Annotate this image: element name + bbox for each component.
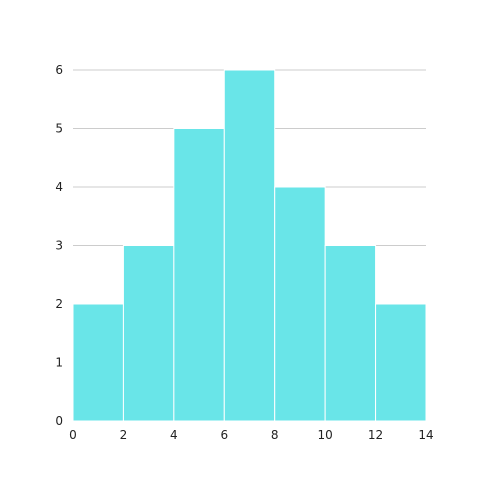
x-tick-label: 2 <box>120 428 128 442</box>
y-tick-label: 1 <box>55 356 63 370</box>
x-tick-label: 6 <box>220 428 228 442</box>
y-tick-label: 5 <box>55 122 63 136</box>
histogram-bar-4[interactable] <box>274 186 326 422</box>
histogram-bar-1[interactable] <box>122 245 175 422</box>
histogram-bar-5[interactable] <box>324 245 377 422</box>
histogram-bar-0[interactable] <box>72 303 124 422</box>
y-tick-label: 2 <box>55 297 63 311</box>
bars <box>72 69 427 422</box>
histogram-bar-6[interactable] <box>375 303 427 422</box>
x-tick-label: 0 <box>69 428 77 442</box>
x-tick-label: 14 <box>418 428 433 442</box>
histogram-bar-2[interactable] <box>173 128 225 422</box>
x-axis-tick-labels: 0 2 4 6 8 10 12 14 <box>69 428 433 442</box>
x-tick-label: 8 <box>271 428 279 442</box>
y-tick-label: 4 <box>55 180 63 194</box>
x-tick-label: 10 <box>318 428 333 442</box>
x-tick-label: 12 <box>368 428 383 442</box>
y-axis-tick-labels: 0 1 2 3 4 5 6 <box>55 63 63 428</box>
y-tick-label: 3 <box>55 239 63 253</box>
x-tick-label: 4 <box>170 428 178 442</box>
y-tick-label: 0 <box>55 414 63 428</box>
y-tick-label: 6 <box>55 63 63 77</box>
histogram-bar-3[interactable] <box>223 69 276 422</box>
